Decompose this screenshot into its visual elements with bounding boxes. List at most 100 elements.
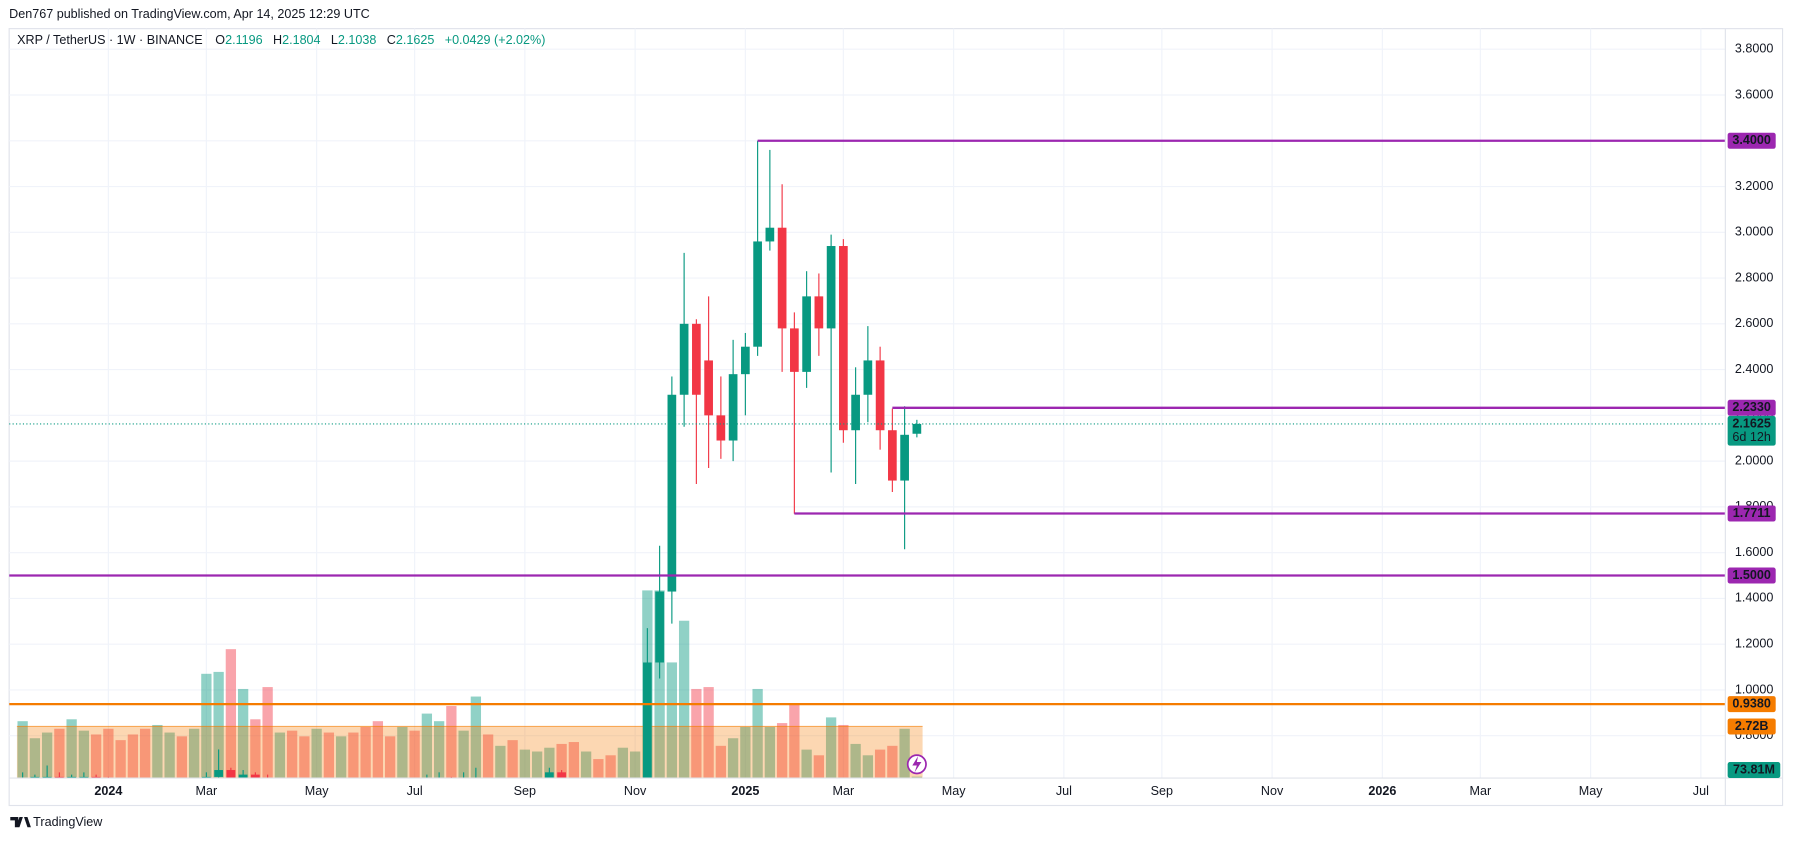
candle-body xyxy=(839,246,848,431)
volume-bar xyxy=(752,688,763,779)
volume-bar xyxy=(862,755,874,779)
ohlc-key: H xyxy=(273,34,282,48)
last-price-label: 2.1625 xyxy=(1732,416,1770,430)
volume-bar xyxy=(727,738,739,779)
volume-bar xyxy=(801,749,812,779)
x-tick-label: Nov xyxy=(624,784,647,798)
y-tick-label: 1.2000 xyxy=(1735,637,1773,651)
last-price-box xyxy=(1727,415,1776,446)
x-tick-label: Jul xyxy=(1056,784,1072,798)
level-label-box xyxy=(1727,505,1776,522)
volume-bar xyxy=(838,724,849,779)
volume-bar xyxy=(90,734,102,779)
volume-pane xyxy=(16,590,923,779)
volume-bar xyxy=(556,743,567,779)
candle-body xyxy=(814,296,824,329)
volume-bar xyxy=(421,713,433,779)
level-label: 2.2330 xyxy=(1732,400,1770,414)
countdown: 6d 12h xyxy=(1732,430,1770,444)
candle-body xyxy=(619,800,628,802)
volume-bar xyxy=(41,732,53,779)
volume-bar xyxy=(78,730,90,779)
volume-bar xyxy=(237,688,249,779)
candle-body xyxy=(679,323,689,395)
legend-line: XRP / TetherUS · 1W · BINANCE O2.1196 H2… xyxy=(17,34,545,48)
volume-bar xyxy=(691,688,702,779)
level-label-box xyxy=(1727,567,1776,584)
x-tick-label: May xyxy=(305,784,329,798)
candle-body xyxy=(594,795,603,800)
volume-bar xyxy=(66,719,77,779)
volume-bar xyxy=(495,745,506,779)
volume-bar xyxy=(176,736,188,779)
volume-bar xyxy=(433,721,445,779)
candle-body xyxy=(423,786,432,816)
volume-bar xyxy=(225,649,237,779)
volume-bar xyxy=(789,704,800,779)
volume-bar xyxy=(384,736,396,779)
volume-bar xyxy=(507,740,518,779)
ohlc-value: 2.1625 xyxy=(396,34,434,48)
candle-body xyxy=(447,781,456,790)
level-label-box xyxy=(1727,399,1776,416)
level-label: 3.4000 xyxy=(1732,133,1770,147)
level-label-box xyxy=(1727,132,1776,149)
volume-bar xyxy=(372,721,384,779)
x-tick-label: Jul xyxy=(1693,784,1709,798)
ohlc-key: C xyxy=(387,34,396,48)
volume-bar xyxy=(29,738,41,779)
volume-bar xyxy=(335,736,347,779)
volume-bar xyxy=(605,755,616,779)
candle-body xyxy=(851,394,860,431)
x-tick-label: Jul xyxy=(407,784,423,798)
level-label: 0.9380 xyxy=(1732,696,1770,710)
candle-body xyxy=(337,797,346,799)
volume-label: 73.81M xyxy=(1733,762,1775,776)
price-pane xyxy=(9,139,1726,816)
volume-ma-label-box xyxy=(1727,718,1776,735)
x-tick-label: Mar xyxy=(833,784,855,798)
volume-bar xyxy=(519,749,531,779)
brand-logo: TradingView xyxy=(10,815,103,829)
chart-frame xyxy=(8,28,1784,807)
x-tick-label: May xyxy=(1579,784,1603,798)
y-tick-label: 2.6000 xyxy=(1735,316,1773,330)
candle-body xyxy=(875,360,885,431)
x-tick-label: Sep xyxy=(514,784,536,798)
volume-bar xyxy=(188,728,200,779)
y-tick-label: 3.8000 xyxy=(1735,42,1773,56)
candle-body xyxy=(692,323,701,395)
candle-body xyxy=(777,227,787,329)
volume-bar xyxy=(629,751,641,779)
publisher-note: Den767 published on TradingView.com, Apr… xyxy=(9,7,370,21)
volume-bar xyxy=(911,776,923,779)
candle-body xyxy=(288,797,297,799)
candle-body xyxy=(655,591,664,663)
candle-body xyxy=(570,784,579,798)
candle-body xyxy=(826,246,836,329)
candle-body xyxy=(312,797,321,802)
candle-body xyxy=(753,241,762,347)
volume-label-box xyxy=(1727,762,1781,779)
volume-bar xyxy=(617,747,629,779)
volume-bar xyxy=(311,728,322,779)
volume-ma-label: 2.72B xyxy=(1735,719,1769,733)
candle-body xyxy=(472,781,481,788)
volume-bar xyxy=(458,730,469,779)
volume-bar xyxy=(568,742,580,779)
candle-body xyxy=(435,781,444,786)
event-badge-bolt xyxy=(912,756,922,773)
ohlc-value: 2.1804 xyxy=(282,34,320,48)
candle-body xyxy=(496,786,505,788)
candle-body xyxy=(888,430,897,481)
candle-body xyxy=(398,795,407,811)
level-label: 1.5000 xyxy=(1732,568,1770,582)
volume-bar xyxy=(17,721,28,779)
volume-bar xyxy=(813,755,825,779)
volume-bar xyxy=(825,717,837,779)
candle-body xyxy=(349,797,358,799)
volume-bar xyxy=(103,728,114,779)
volume-bar xyxy=(850,743,861,779)
